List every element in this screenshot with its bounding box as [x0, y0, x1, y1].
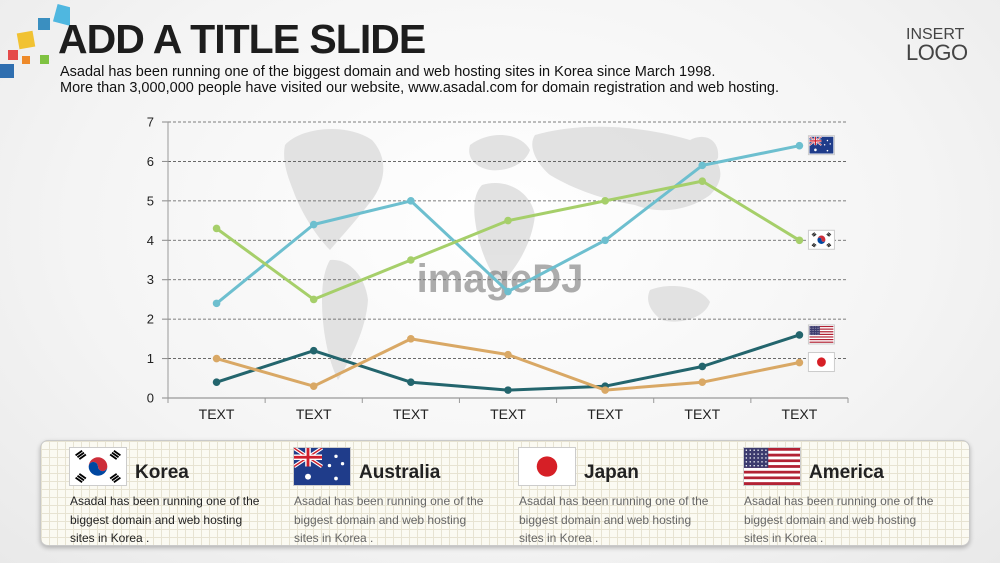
data-point-korea — [795, 236, 804, 245]
data-point-korea — [212, 224, 221, 233]
country-description: Asadal has been running one of the bigge… — [744, 494, 934, 545]
x-tick-label: TEXT — [684, 406, 720, 422]
decorative-cubes — [0, 3, 70, 78]
line-chart: 0 1 2 3 4 5 6 7 TEXT TEXT TEXT TEXT TEXT TEXT TEXT im… — [147, 115, 849, 422]
logo-placeholder: INSERT LOGO — [906, 26, 968, 65]
data-point-korea — [309, 295, 318, 304]
data-point-america — [212, 378, 221, 387]
data-point-australia — [795, 141, 804, 150]
data-point-japan — [698, 378, 707, 387]
country-description: Asadal has been running one of the bigge… — [70, 494, 260, 545]
data-point-korea — [504, 216, 512, 225]
data-point-japan — [601, 386, 609, 394]
australia-flag-icon — [807, 135, 835, 156]
y-tick-label: 5 — [147, 193, 154, 208]
country-card-japan: Japan Asadal has been running one of the… — [490, 447, 708, 545]
country-description: Asadal has been running one of the bigge… — [519, 494, 709, 545]
series-flag-markers — [807, 135, 835, 373]
country-name: America — [809, 462, 884, 483]
data-point-japan — [795, 358, 804, 367]
data-point-japan — [212, 354, 221, 363]
korea-flag-icon — [69, 447, 127, 486]
country-card-america: America Asadal has been running one of t… — [715, 447, 933, 545]
data-point-america — [698, 362, 707, 371]
data-point-korea — [698, 177, 707, 185]
data-point-korea — [601, 197, 609, 205]
y-tick-label: 7 — [147, 115, 154, 130]
y-tick-label: 1 — [147, 351, 154, 366]
data-point-australia — [504, 287, 512, 296]
x-tick-label: TEXT — [296, 406, 332, 422]
data-point-japan — [407, 335, 415, 343]
x-axis: TEXT TEXT TEXT TEXT TEXT TEXT TEXT — [167, 397, 849, 422]
data-point-america — [795, 331, 804, 339]
x-tick-label: TEXT — [199, 406, 235, 422]
data-point-australia — [212, 299, 221, 308]
data-point-america — [309, 346, 318, 355]
y-tick-label: 3 — [147, 272, 154, 287]
country-panel: Korea Asadal has been running one of the… — [40, 440, 970, 546]
y-axis-ticks: 0 1 2 3 4 5 6 7 — [147, 115, 169, 406]
country-name: Korea — [135, 462, 189, 483]
subtitle-line-1: Asadal has been running one of the bigge… — [60, 64, 716, 80]
data-point-australia — [601, 236, 609, 245]
country-name: Japan — [584, 462, 639, 483]
series-line-america — [216, 333, 800, 392]
logo-line-1: INSERT — [906, 26, 965, 43]
data-point-australia — [309, 220, 318, 229]
data-point-australia — [407, 197, 415, 205]
data-point-korea — [407, 256, 415, 264]
country-description: Asadal has been running one of the bigge… — [294, 494, 484, 545]
data-point-japan — [309, 382, 318, 390]
data-point-japan — [504, 350, 512, 359]
data-point-america — [504, 386, 512, 394]
page-title: ADD A TITLE SLIDE — [58, 16, 426, 62]
x-tick-label: TEXT — [490, 406, 526, 422]
data-point-america — [407, 378, 415, 387]
x-tick-label: TEXT — [393, 406, 429, 422]
x-tick-label: TEXT — [782, 406, 818, 422]
japan-flag-icon — [807, 352, 835, 373]
world-map-background — [284, 126, 721, 380]
y-tick-label: 0 — [147, 391, 154, 406]
country-card-korea: Korea Asadal has been running one of the… — [41, 447, 259, 545]
country-card-australia: Australia Asadal has been running one of… — [265, 447, 483, 545]
america-flag-icon — [807, 324, 835, 345]
data-point-australia — [698, 161, 707, 170]
x-tick-label: TEXT — [587, 406, 623, 422]
country-name: Australia — [359, 462, 441, 483]
logo-line-2: LOGO — [906, 40, 968, 65]
subtitle: Asadal has been running one of the bigge… — [60, 64, 779, 96]
chart-series — [212, 141, 804, 394]
subtitle-line-2: More than 3,000,000 people have visited … — [60, 80, 779, 96]
watermark: imageDJ — [417, 257, 584, 301]
y-tick-label: 2 — [147, 312, 154, 327]
y-tick-label: 6 — [147, 154, 154, 169]
y-tick-label: 4 — [147, 233, 154, 248]
korea-flag-icon — [807, 229, 835, 250]
japan-flag-icon — [518, 447, 576, 486]
australia-flag-icon — [293, 447, 351, 486]
america-flag-icon — [743, 447, 801, 486]
